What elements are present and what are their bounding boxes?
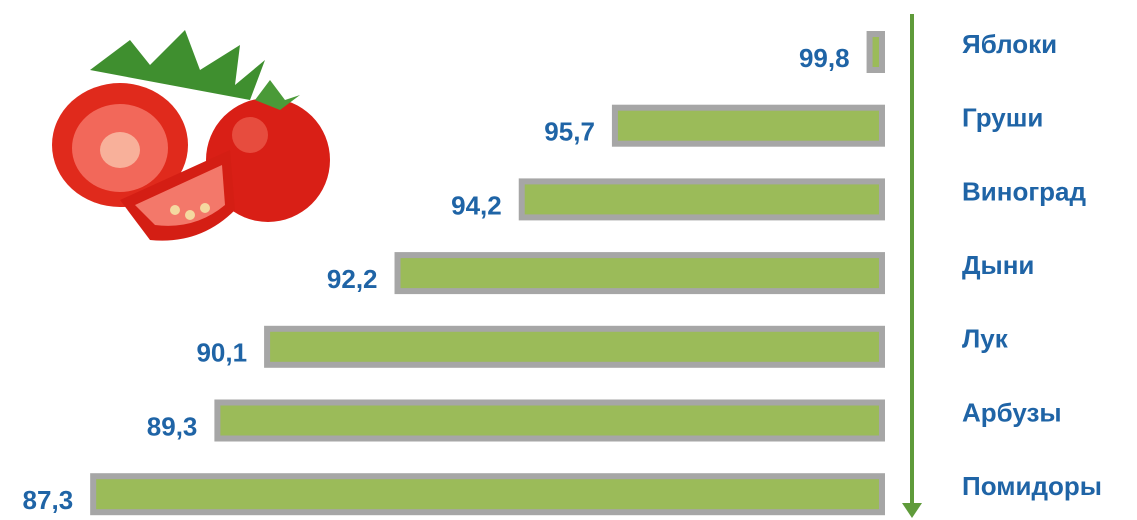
value-label: 95,7 (544, 117, 595, 147)
value-label: 89,3 (147, 411, 198, 441)
tomato-illustration (52, 30, 330, 241)
category-label: Виноград (962, 176, 1087, 206)
value-label: 94,2 (451, 190, 502, 220)
bar (264, 325, 885, 368)
category-label: Яблоки (962, 29, 1057, 59)
bar (90, 473, 886, 516)
bar (518, 178, 885, 221)
bar (611, 104, 885, 147)
value-label: 90,1 (196, 338, 247, 368)
bar (394, 252, 885, 295)
value-label: 99,8 (799, 43, 850, 73)
value-label: 92,2 (327, 264, 378, 294)
category-label: Арбузы (962, 397, 1062, 427)
value-label: 87,3 (23, 485, 74, 515)
category-label: Груши (962, 103, 1043, 133)
axis-arrow (902, 14, 922, 518)
category-label: Помидоры (962, 471, 1102, 501)
category-label: Лук (962, 324, 1009, 354)
bar (214, 399, 886, 442)
category-label: Дыни (962, 250, 1034, 280)
bar (866, 31, 885, 73)
